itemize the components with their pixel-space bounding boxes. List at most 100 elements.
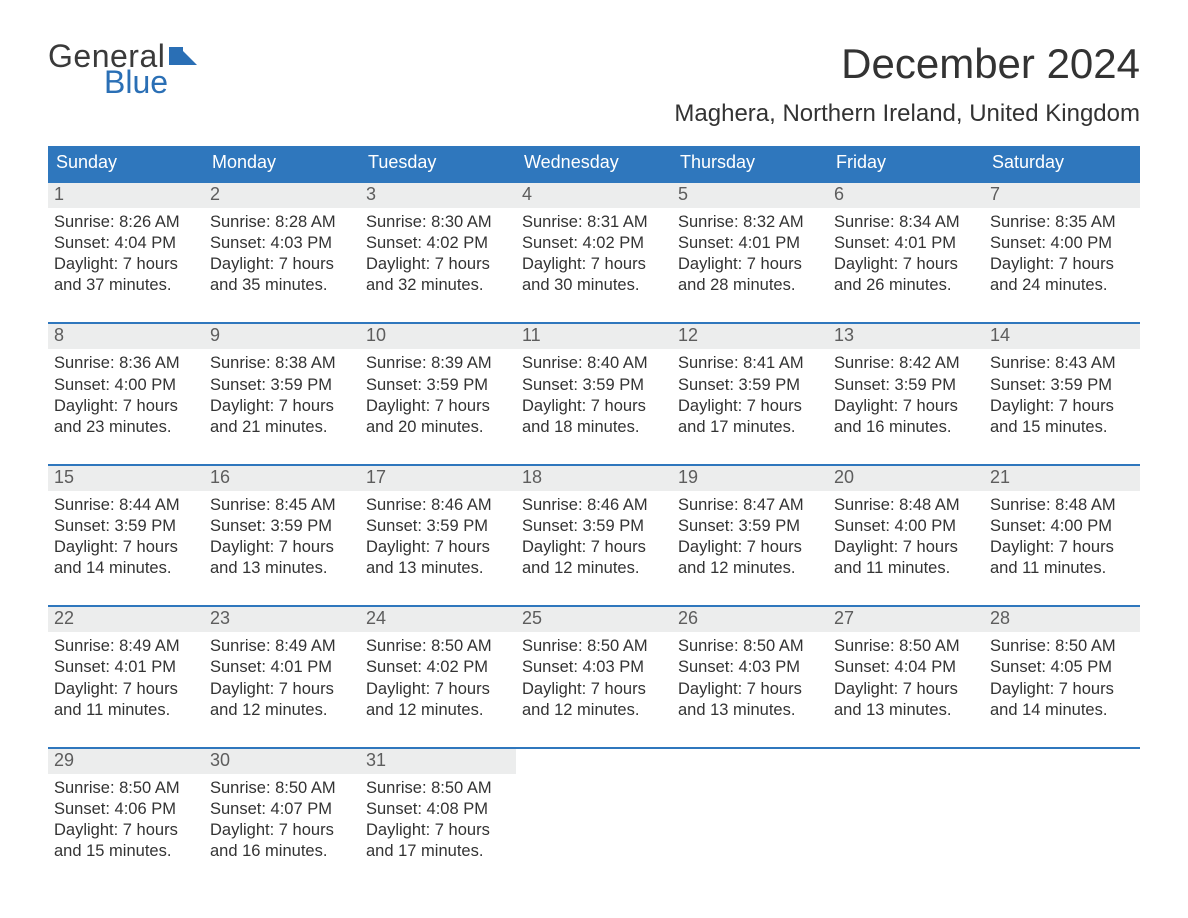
sunrise-line: Sunrise: 8:44 AM: [54, 495, 198, 516]
daylight-line: Daylight: 7 hours and 17 minutes.: [366, 820, 510, 862]
day-details: Sunrise: 8:50 AMSunset: 4:03 PMDaylight:…: [522, 636, 666, 720]
day-number: 24: [360, 607, 516, 632]
daylight-line: Daylight: 7 hours and 18 minutes.: [522, 396, 666, 438]
day-number: 27: [828, 607, 984, 632]
week-row: 22Sunrise: 8:49 AMSunset: 4:01 PMDayligh…: [48, 605, 1140, 728]
day-cell: 21 Sunrise: 8:48 AMSunset: 4:00 PMDayligh…: [984, 466, 1140, 587]
dow-cell: Saturday: [984, 146, 1140, 181]
daylight-line: Daylight: 7 hours and 13 minutes.: [366, 537, 510, 579]
daylight-line: Daylight: 7 hours and 16 minutes.: [210, 820, 354, 862]
sunset-line: Sunset: 4:07 PM: [210, 799, 354, 820]
day-number: 29: [48, 749, 204, 774]
sunrise-line: Sunrise: 8:28 AM: [210, 212, 354, 233]
sunrise-line: Sunrise: 8:34 AM: [834, 212, 978, 233]
sunrise-line: Sunrise: 8:50 AM: [366, 636, 510, 657]
brand-logo: General Blue: [48, 40, 197, 98]
day-number: 14: [984, 324, 1140, 349]
day-cell: 15Sunrise: 8:44 AMSunset: 3:59 PMDayligh…: [48, 466, 204, 587]
day-details: Sunrise: 8:50 AMSunset: 4:06 PMDaylight:…: [54, 778, 198, 862]
sunset-line: Sunset: 3:59 PM: [210, 516, 354, 537]
day-number: 23: [204, 607, 360, 632]
day-details: Sunrise: 8:31 AMSunset: 4:02 PMDaylight:…: [522, 212, 666, 296]
day-number: 21: [984, 466, 1140, 491]
day-cell: 5Sunrise: 8:32 AMSunset: 4:01 PMDaylight…: [672, 183, 828, 304]
sunset-line: Sunset: 4:03 PM: [210, 233, 354, 254]
day-cell: 28Sunrise: 8:50 AMSunset: 4:05 PMDayligh…: [984, 607, 1140, 728]
day-number: 25: [516, 607, 672, 632]
day-number: 6: [828, 183, 984, 208]
day-details: Sunrise: 8:50 AMSunset: 4:04 PMDaylight:…: [834, 636, 978, 720]
sunset-line: Sunset: 3:59 PM: [678, 375, 822, 396]
day-number: 22: [48, 607, 204, 632]
daylight-line: Daylight: 7 hours and 17 minutes.: [678, 396, 822, 438]
day-cell: 10 Sunrise: 8:39 AMSunset: 3:59 PMDayligh…: [360, 324, 516, 445]
day-cell: 20Sunrise: 8:48 AMSunset: 4:00 PMDayligh…: [828, 466, 984, 587]
day-cell: 11Sunrise: 8:40 AMSunset: 3:59 PMDayligh…: [516, 324, 672, 445]
day-details: Sunrise: 8:39 AMSunset: 3:59 PMDaylight:…: [366, 353, 510, 437]
daylight-line: Daylight: 7 hours and 11 minutes.: [834, 537, 978, 579]
dow-cell: Sunday: [48, 146, 204, 181]
sunrise-line: Sunrise: 8:43 AM: [990, 353, 1134, 374]
week-row: 1Sunrise: 8:26 AMSunset: 4:04 PMDaylight…: [48, 181, 1140, 304]
day-details: Sunrise: 8:48 AMSunset: 4:00 PMDaylight:…: [834, 495, 978, 579]
day-details: Sunrise: 8:49 AMSunset: 4:01 PMDaylight:…: [210, 636, 354, 720]
day-cell: 17 Sunrise: 8:46 AMSunset: 3:59 PMDayligh…: [360, 466, 516, 587]
day-cell: 3Sunrise: 8:30 AMSunset: 4:02 PMDaylight…: [360, 183, 516, 304]
day-cell: [516, 749, 672, 870]
day-number: 30: [204, 749, 360, 774]
days-of-week-header: SundayMondayTuesdayWednesdayThursdayFrid…: [48, 146, 1140, 181]
day-details: Sunrise: 8:45 AMSunset: 3:59 PMDaylight:…: [210, 495, 354, 579]
daylight-line: Daylight: 7 hours and 16 minutes.: [834, 396, 978, 438]
day-number: 17: [360, 466, 516, 491]
sunrise-line: Sunrise: 8:26 AM: [54, 212, 198, 233]
day-details: Sunrise: 8:35 AMSunset: 4:00 PMDaylight:…: [990, 212, 1134, 296]
sunrise-line: Sunrise: 8:46 AM: [366, 495, 510, 516]
sunset-line: Sunset: 4:01 PM: [834, 233, 978, 254]
daylight-line: Daylight: 7 hours and 28 minutes.: [678, 254, 822, 296]
sunset-line: Sunset: 4:00 PM: [990, 516, 1134, 537]
day-number: 31: [360, 749, 516, 774]
sunrise-line: Sunrise: 8:50 AM: [210, 778, 354, 799]
day-cell: 30 Sunrise: 8:50 AMSunset: 4:07 PMDayligh…: [204, 749, 360, 870]
day-details: Sunrise: 8:50 AMSunset: 4:08 PMDaylight:…: [366, 778, 510, 862]
day-details: Sunrise: 8:28 AMSunset: 4:03 PMDaylight:…: [210, 212, 354, 296]
sunset-line: Sunset: 4:04 PM: [834, 657, 978, 678]
sunset-line: Sunset: 4:02 PM: [522, 233, 666, 254]
day-details: Sunrise: 8:50 AMSunset: 4:07 PMDaylight:…: [210, 778, 354, 862]
day-details: Sunrise: 8:26 AMSunset: 4:04 PMDaylight:…: [54, 212, 198, 296]
sunrise-line: Sunrise: 8:35 AM: [990, 212, 1134, 233]
day-cell: 6Sunrise: 8:34 AMSunset: 4:01 PMDaylight…: [828, 183, 984, 304]
sunset-line: Sunset: 4:03 PM: [678, 657, 822, 678]
day-number: 15: [48, 466, 204, 491]
sunset-line: Sunset: 4:01 PM: [210, 657, 354, 678]
day-cell: 31 Sunrise: 8:50 AMSunset: 4:08 PMDayligh…: [360, 749, 516, 870]
day-details: Sunrise: 8:41 AMSunset: 3:59 PMDaylight:…: [678, 353, 822, 437]
day-number: 3: [360, 183, 516, 208]
day-details: Sunrise: 8:48 AMSunset: 4:00 PMDaylight:…: [990, 495, 1134, 579]
day-details: Sunrise: 8:50 AMSunset: 4:05 PMDaylight:…: [990, 636, 1134, 720]
sunset-line: Sunset: 3:59 PM: [522, 516, 666, 537]
day-cell: 26Sunrise: 8:50 AMSunset: 4:03 PMDayligh…: [672, 607, 828, 728]
day-number: 12: [672, 324, 828, 349]
sunrise-line: Sunrise: 8:41 AM: [678, 353, 822, 374]
day-number: 4: [516, 183, 672, 208]
day-number: 10: [360, 324, 516, 349]
sunset-line: Sunset: 3:59 PM: [366, 516, 510, 537]
daylight-line: Daylight: 7 hours and 15 minutes.: [54, 820, 198, 862]
sunset-line: Sunset: 3:59 PM: [990, 375, 1134, 396]
sunrise-line: Sunrise: 8:46 AM: [522, 495, 666, 516]
sunrise-line: Sunrise: 8:45 AM: [210, 495, 354, 516]
sunset-line: Sunset: 4:00 PM: [990, 233, 1134, 254]
day-cell: [672, 749, 828, 870]
daylight-line: Daylight: 7 hours and 24 minutes.: [990, 254, 1134, 296]
daylight-line: Daylight: 7 hours and 11 minutes.: [54, 679, 198, 721]
day-cell: 18Sunrise: 8:46 AMSunset: 3:59 PMDayligh…: [516, 466, 672, 587]
sunrise-line: Sunrise: 8:39 AM: [366, 353, 510, 374]
day-details: Sunrise: 8:42 AMSunset: 3:59 PMDaylight:…: [834, 353, 978, 437]
daylight-line: Daylight: 7 hours and 13 minutes.: [210, 537, 354, 579]
day-number: 11: [516, 324, 672, 349]
day-cell: 22Sunrise: 8:49 AMSunset: 4:01 PMDayligh…: [48, 607, 204, 728]
day-cell: [984, 749, 1140, 870]
daylight-line: Daylight: 7 hours and 12 minutes.: [522, 679, 666, 721]
day-cell: 25 Sunrise: 8:50 AMSunset: 4:03 PMDayligh…: [516, 607, 672, 728]
